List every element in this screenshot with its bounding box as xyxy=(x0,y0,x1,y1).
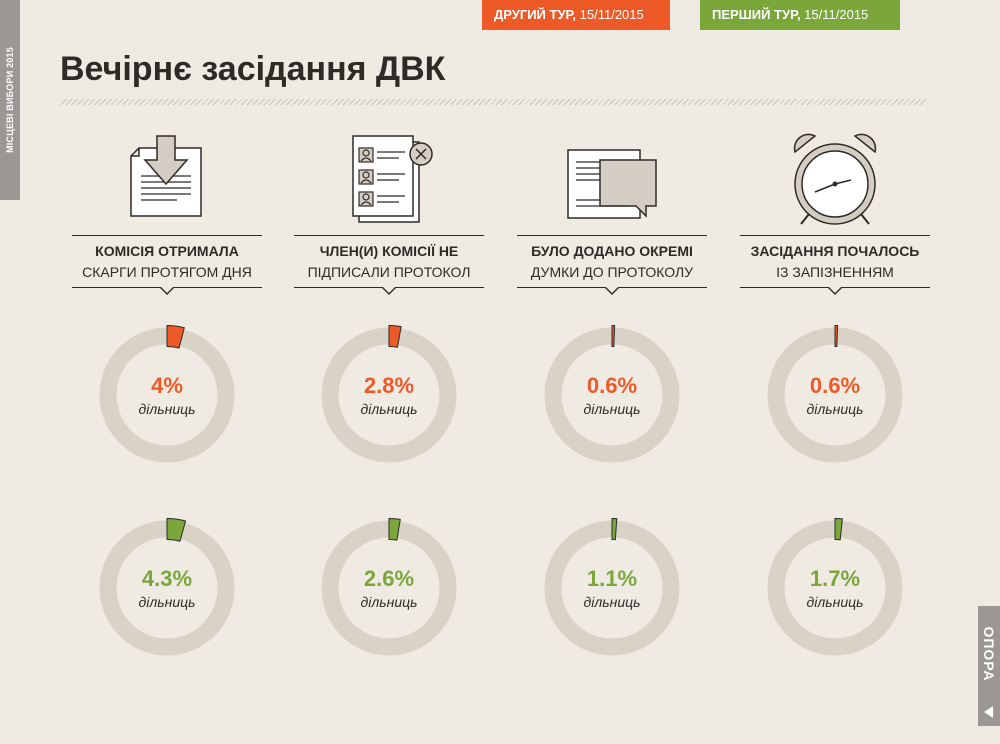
donut-value-label: 0.6% xyxy=(586,373,638,398)
tag-second-round: ДРУГИЙ ТУР, 15/11/2015 xyxy=(482,0,670,30)
donut-svg xyxy=(767,517,903,656)
label-light: ПІДПИСАЛИ ПРОТОКОЛ xyxy=(307,264,471,280)
donut-value-label: 1.7% xyxy=(809,566,861,591)
side-strip: МІСЦЕВІ ВИБОРИ 2015 xyxy=(0,0,20,200)
donut-value-arc xyxy=(834,324,839,348)
donut-unit-label: дільниць xyxy=(806,401,864,417)
label-caret xyxy=(159,286,175,295)
donut-first-round: 2.6% дільниць xyxy=(304,503,474,673)
donut-value-label: 1.1% xyxy=(586,566,638,591)
label-top-rule xyxy=(294,235,484,236)
tag-first-round-label: ПЕРШИЙ ТУР, xyxy=(712,7,801,22)
donut-value-label: 4% xyxy=(151,373,183,398)
donut-value-arc xyxy=(166,324,185,349)
column-label: ЧЛЕН(И) КОМІСІЇ НЕ ПІДПИСАЛИ ПРОТОКОЛ xyxy=(294,241,484,283)
label-bold: ЗАСІДАННЯ ПОЧАЛОСЬ xyxy=(750,243,920,259)
donut-second-round: 0.6% дільниць xyxy=(750,310,920,480)
label-bold: БУЛО ДОДАНО ОКРЕМІ xyxy=(531,243,693,259)
donut-value-label: 4.3% xyxy=(141,566,193,591)
donut-unit-label: дільниць xyxy=(583,401,641,417)
unsigned-list-icon xyxy=(352,135,433,223)
donut-value-label: 0.6% xyxy=(809,373,861,398)
tag-first-round: ПЕРШИЙ ТУР, 15/11/2015 xyxy=(700,0,900,30)
page-title: Вечірнє засідання ДВК xyxy=(60,50,446,88)
donut-first-round: 4.3% дільниць xyxy=(82,503,252,673)
donut-second-round: 0.6% дільниць xyxy=(527,310,697,480)
label-bold: КОМІСІЯ ОТРИМАЛА xyxy=(95,243,239,259)
donut-value-arc xyxy=(388,324,402,348)
donut-value-arc xyxy=(834,517,843,541)
column-label: БУЛО ДОДАНО ОКРЕМІ ДУМКИ ДО ПРОТОКОЛУ xyxy=(517,241,707,283)
label-top-rule xyxy=(740,235,930,236)
label-light: ДУМКИ ДО ПРОТОКОЛУ xyxy=(530,264,694,280)
label-light: ІЗ ЗАПІЗНЕННЯМ xyxy=(776,264,894,280)
document-comments-icon xyxy=(567,149,657,219)
donut-value-arc xyxy=(611,324,616,348)
donut-unit-label: дільниць xyxy=(138,401,196,417)
title-divider xyxy=(60,99,926,105)
donut-first-round: 1.7% дільниць xyxy=(750,503,920,673)
label-top-rule xyxy=(72,235,262,236)
donut-svg xyxy=(99,324,235,463)
donut-first-round: 1.1% дільниць xyxy=(527,503,697,673)
donut-unit-label: дільниць xyxy=(360,401,418,417)
donut-unit-label: дільниць xyxy=(806,594,864,610)
logo-text: ОПОРА xyxy=(981,626,997,682)
side-label: МІСЦЕВІ ВИБОРИ 2015 xyxy=(5,47,15,153)
donut-svg xyxy=(321,517,457,656)
column-label: ЗАСІДАННЯ ПОЧАЛОСЬ ІЗ ЗАПІЗНЕННЯМ xyxy=(740,241,930,283)
donut-second-round: 4% дільниць xyxy=(82,310,252,480)
label-top-rule xyxy=(517,235,707,236)
label-caret xyxy=(604,286,620,295)
donut-value-arc xyxy=(388,517,401,541)
opora-logo: ОПОРА xyxy=(978,606,1000,726)
logo-arrow-icon xyxy=(984,706,993,718)
donut-svg xyxy=(544,517,680,656)
tag-second-round-date: 15/11/2015 xyxy=(576,7,644,22)
tag-first-round-date: 15/11/2015 xyxy=(800,7,869,22)
donut-svg xyxy=(321,324,457,463)
donut-value-arc xyxy=(611,517,618,541)
label-light: СКАРГИ ПРОТЯГОМ ДНЯ xyxy=(82,264,252,280)
donut-unit-label: дільниць xyxy=(583,594,641,610)
label-bold: ЧЛЕН(И) КОМІСІЇ НЕ xyxy=(319,243,459,259)
donut-second-round: 2.8% дільниць xyxy=(304,310,474,480)
tag-second-round-label: ДРУГИЙ ТУР, xyxy=(494,7,577,22)
column-label: КОМІСІЯ ОТРИМАЛА СКАРГИ ПРОТЯГОМ ДНЯ xyxy=(72,241,262,283)
label-caret xyxy=(381,286,397,295)
donut-value-arc xyxy=(166,517,187,542)
donut-value-label: 2.8% xyxy=(363,373,415,398)
donut-svg xyxy=(767,324,903,463)
alarm-clock-icon xyxy=(793,133,877,225)
donut-unit-label: дільниць xyxy=(360,594,418,610)
document-download-icon xyxy=(130,135,202,217)
label-caret xyxy=(827,286,843,295)
donut-svg xyxy=(544,324,680,463)
donut-value-label: 2.6% xyxy=(363,566,415,591)
donut-svg xyxy=(99,517,235,656)
donut-unit-label: дільниць xyxy=(138,594,196,610)
